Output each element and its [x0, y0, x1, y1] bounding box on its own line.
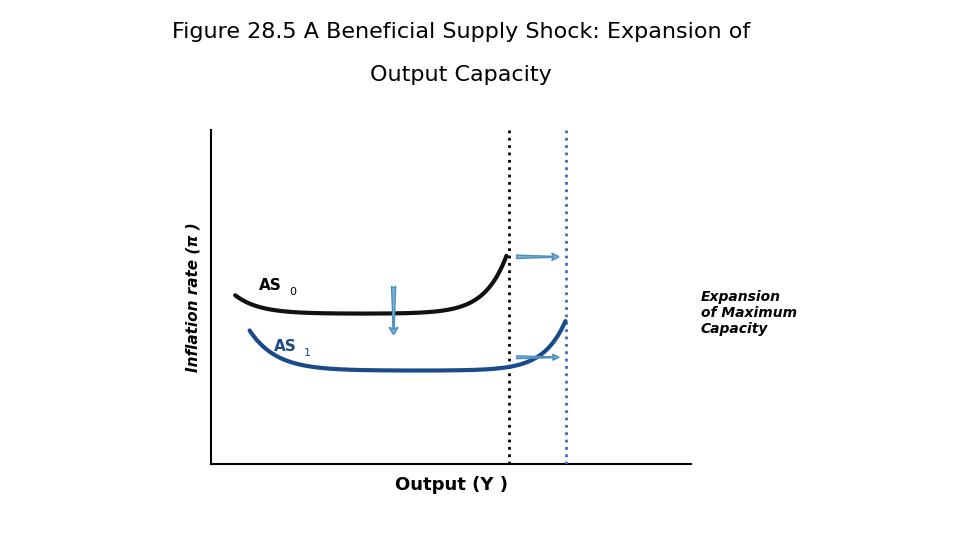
Text: 1: 1 — [303, 348, 310, 357]
Text: AS: AS — [274, 339, 297, 354]
Text: Output Capacity: Output Capacity — [370, 65, 552, 85]
Y-axis label: Inflation rate (π ): Inflation rate (π ) — [185, 222, 200, 372]
Text: AS: AS — [259, 278, 282, 293]
Text: 0: 0 — [289, 287, 296, 298]
X-axis label: Output (Y ): Output (Y ) — [395, 476, 508, 494]
Text: Figure 28.5 A Beneficial Supply Shock: Expansion of: Figure 28.5 A Beneficial Supply Shock: E… — [172, 22, 750, 42]
Text: Expansion
of Maximum
Capacity: Expansion of Maximum Capacity — [701, 290, 797, 336]
